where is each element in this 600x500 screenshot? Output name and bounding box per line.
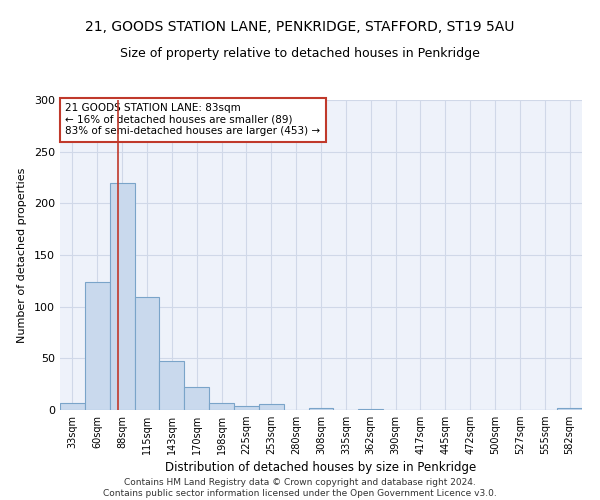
Bar (259, 404, 284, 410)
Text: Size of property relative to detached houses in Penkridge: Size of property relative to detached ho… (120, 48, 480, 60)
Bar (134, 298, 160, 410)
Text: 21 GOODS STATION LANE: 83sqm
← 16% of detached houses are smaller (89)
83% of se: 21 GOODS STATION LANE: 83sqm ← 16% of de… (65, 103, 320, 136)
Y-axis label: Number of detached properties: Number of detached properties (17, 168, 27, 342)
Bar (184, 388, 209, 410)
Bar (234, 406, 259, 410)
Bar (209, 403, 234, 410)
Text: 21, GOODS STATION LANE, PENKRIDGE, STAFFORD, ST19 5AU: 21, GOODS STATION LANE, PENKRIDGE, STAFF… (85, 20, 515, 34)
Bar (60, 403, 85, 410)
X-axis label: Distribution of detached houses by size in Penkridge: Distribution of detached houses by size … (166, 462, 476, 474)
Bar (110, 182, 134, 410)
Bar (308, 408, 334, 410)
Text: Contains HM Land Registry data © Crown copyright and database right 2024.
Contai: Contains HM Land Registry data © Crown c… (103, 478, 497, 498)
Bar (85, 282, 110, 410)
Bar (358, 409, 383, 410)
Bar (557, 408, 582, 410)
Bar (160, 362, 184, 410)
